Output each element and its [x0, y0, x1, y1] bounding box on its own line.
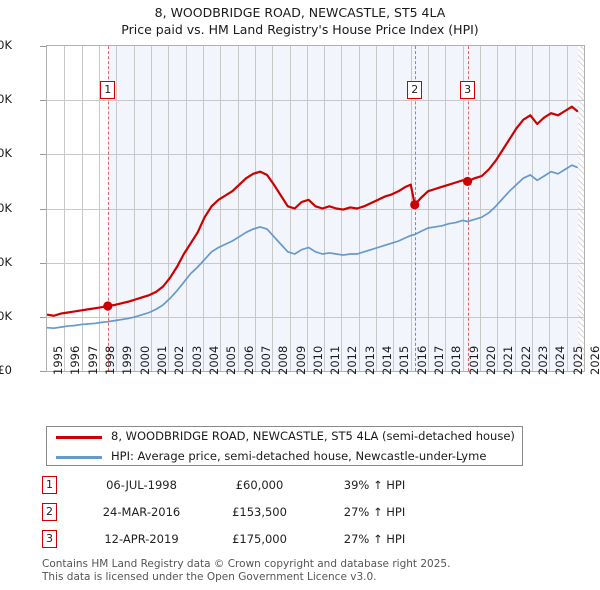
event-marker-badge[interactable]: 3: [460, 81, 476, 99]
y-axis-label: £300K: [0, 38, 12, 52]
transaction-point[interactable]: [410, 200, 420, 210]
txn-hpi-delta: 39% ↑ HPI: [343, 478, 406, 492]
txn-badge: 1: [42, 476, 57, 494]
transaction-point[interactable]: [103, 301, 113, 311]
txn-price: £175,000: [232, 532, 287, 546]
footer-attribution: Contains HM Land Registry data © Crown c…: [42, 558, 562, 584]
footer-line-2: This data is licensed under the Open Gov…: [42, 571, 377, 583]
x-axis-label: 2014: [380, 345, 395, 375]
txn-price: £153,500: [232, 505, 287, 519]
x-axis-label: 2023: [536, 345, 551, 375]
x-axis-label: 1995: [51, 345, 65, 375]
x-axis-label: 2015: [397, 345, 412, 375]
table-row: 1 06-JUL-1998 £60,000 39% ↑ HPI: [42, 474, 482, 501]
x-axis-label: 2003: [189, 345, 204, 375]
title-address: 8, WOODBRIDGE ROAD, NEWCASTLE, ST5 4LA: [154, 5, 446, 20]
txn-badge: 3: [42, 530, 57, 548]
y-axis-label: £150K: [0, 200, 12, 215]
y-axis-tick: [40, 371, 46, 372]
txn-price: £60,000: [235, 478, 284, 492]
series-line: [47, 164, 578, 330]
txn-date: 06-JUL-1998: [106, 478, 177, 492]
x-axis-label: 2013: [362, 345, 377, 375]
legend-entry-hpi: HPI: Average price, semi-detached house,…: [47, 447, 522, 467]
txn-date: 24-MAR-2016: [102, 505, 181, 519]
transactions-table: 1 06-JUL-1998 £60,000 39% ↑ HPI 2 24-MAR…: [42, 474, 482, 555]
y-axis-tick: [40, 208, 46, 210]
footer-line-1: Contains HM Land Registry data © Crown c…: [42, 558, 451, 570]
gridline-horizontal: [47, 316, 584, 318]
x-axis-label: 2004: [206, 345, 221, 375]
x-axis-label: 2026: [588, 345, 600, 375]
x-axis-label: 2025: [570, 345, 585, 375]
x-axis-label: 1999: [120, 345, 135, 375]
event-marker-badge[interactable]: 1: [100, 81, 116, 99]
y-axis-tick: [40, 46, 46, 47]
x-axis-label: 2002: [172, 345, 187, 375]
gridline-horizontal: [47, 154, 584, 156]
series-line: [47, 105, 579, 317]
x-axis-label: 1998: [102, 345, 117, 375]
event-dashed-line: [107, 46, 109, 371]
y-axis-tick: [40, 316, 46, 318]
x-axis-label: 1996: [68, 345, 83, 375]
txn-badge: 2: [42, 503, 57, 521]
gridline-vertical: [584, 46, 585, 371]
x-axis-label: 2016: [414, 345, 429, 375]
event-marker-badge[interactable]: 2: [407, 81, 423, 99]
event-dashed-line: [467, 46, 469, 371]
gridline-horizontal: [47, 100, 584, 102]
x-axis-label: 2022: [518, 345, 533, 375]
title-subtitle: Price paid vs. HM Land Registry's House …: [121, 22, 479, 37]
table-row: 2 24-MAR-2016 £153,500 27% ↑ HPI: [42, 501, 482, 528]
chart-legend: 8, WOODBRIDGE ROAD, NEWCASTLE, ST5 4LA (…: [46, 426, 523, 466]
gridline-horizontal: [47, 262, 584, 264]
y-axis-label: £50K: [0, 308, 12, 323]
y-axis-tick: [40, 262, 46, 264]
x-axis-label: 2009: [293, 345, 308, 375]
page-title: 8, WOODBRIDGE ROAD, NEWCASTLE, ST5 4LA P…: [0, 4, 600, 38]
x-axis-label: 2006: [241, 345, 256, 375]
y-axis-tick: [40, 100, 46, 102]
x-axis-label: 2012: [345, 345, 360, 375]
transaction-point[interactable]: [462, 176, 473, 187]
x-axis-label: 2007: [258, 345, 273, 375]
x-axis-label: 2020: [484, 345, 499, 375]
y-axis-label: £250K: [0, 92, 12, 107]
y-axis-tick: [40, 154, 46, 156]
legend-entry-property: 8, WOODBRIDGE ROAD, NEWCASTLE, ST5 4LA (…: [47, 427, 522, 447]
txn-hpi-delta: 27% ↑ HPI: [343, 505, 406, 519]
txn-date: 12-APR-2019: [104, 532, 179, 546]
x-axis-label: 2017: [432, 345, 447, 375]
legend-label-hpi: HPI: Average price, semi-detached house,…: [111, 449, 487, 463]
series-lines: [47, 105, 579, 330]
gridline-horizontal: [47, 208, 584, 210]
x-axis-label: 2024: [553, 345, 568, 375]
y-axis-label: £200K: [0, 146, 12, 161]
y-axis-label: £0: [0, 363, 12, 377]
x-axis-label: 2018: [449, 345, 464, 375]
legend-swatch-property: [56, 436, 102, 439]
x-axis-label: 2001: [154, 345, 169, 375]
plot-area: [46, 45, 585, 372]
x-axis-label: 2010: [310, 345, 325, 375]
legend-label-property: 8, WOODBRIDGE ROAD, NEWCASTLE, ST5 4LA (…: [111, 429, 515, 443]
legend-swatch-hpi: [56, 456, 102, 459]
x-axis-label: 2019: [466, 345, 481, 375]
x-axis-label: 2005: [224, 345, 239, 375]
y-axis-label: £100K: [0, 254, 12, 269]
x-axis-label: 2011: [328, 345, 343, 375]
x-axis-label: 2008: [276, 345, 291, 375]
txn-hpi-delta: 27% ↑ HPI: [343, 532, 406, 546]
x-axis-label: 2021: [501, 345, 516, 375]
x-axis-label: 1997: [85, 345, 100, 375]
table-row: 3 12-APR-2019 £175,000 27% ↑ HPI: [42, 528, 482, 555]
x-axis-label: 2000: [137, 345, 152, 375]
